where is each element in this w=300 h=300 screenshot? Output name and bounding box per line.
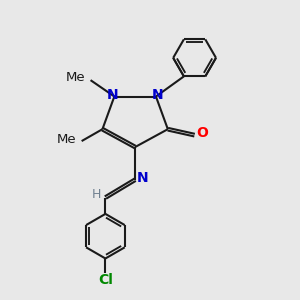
Text: N: N bbox=[137, 171, 148, 185]
Text: Me: Me bbox=[66, 71, 85, 84]
Text: N: N bbox=[107, 88, 119, 102]
Text: H: H bbox=[92, 188, 101, 201]
Text: Cl: Cl bbox=[98, 273, 113, 287]
Text: Me: Me bbox=[57, 133, 76, 146]
Text: O: O bbox=[196, 126, 208, 140]
Text: N: N bbox=[152, 88, 163, 102]
